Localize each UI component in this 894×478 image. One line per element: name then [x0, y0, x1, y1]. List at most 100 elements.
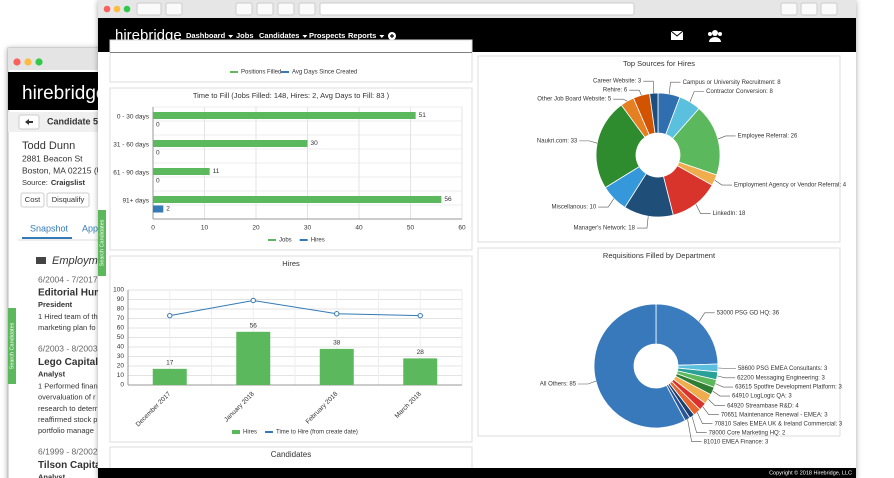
leader-line: [695, 204, 711, 214]
slice-label: LinkedIn: 18: [713, 211, 746, 217]
briefcase-icon: [36, 257, 46, 264]
data-label: 38: [333, 340, 341, 347]
people-icon: [718, 32, 722, 36]
job-detail: marketing plan fo: [38, 323, 96, 332]
leader-line: [698, 312, 715, 322]
data-label: 0: [156, 122, 160, 129]
address-bar[interactable]: [319, 2, 635, 16]
button-label: Disqualify: [52, 195, 85, 204]
leader-line: [714, 179, 732, 186]
job-title: Analyst: [38, 472, 66, 478]
nav-buttons[interactable]: [136, 2, 162, 16]
legend-label: Jobs: [279, 238, 292, 244]
extension[interactable]: [256, 2, 274, 16]
caret: [379, 35, 385, 38]
y-tick-label: 0 - 30 days: [117, 114, 150, 121]
zoom[interactable]: [123, 5, 131, 13]
nav-menu: Dashboard Jobs Candidates Prospects Reports: [186, 31, 396, 40]
nav-item[interactable]: Reports: [348, 31, 376, 40]
data-label: 56: [250, 323, 258, 330]
legend-label: Time to Hire (from create date): [276, 430, 358, 436]
job-detail: 1 Performed finan: [38, 381, 98, 390]
bar: [319, 348, 354, 385]
source-label: Source:: [22, 178, 48, 187]
charts: Time to Fill (Jobs Filled: 148, Hires: 2…: [109, 55, 847, 445]
y-tick-label: 60: [117, 325, 125, 332]
slice-label: Rehire: 6: [603, 88, 628, 94]
add-icon: [390, 34, 394, 38]
job-detail: reaffirmed stock p: [38, 415, 97, 424]
close[interactable]: [103, 5, 111, 13]
address-line: 2881 Beacon St: [22, 153, 83, 163]
extension[interactable]: [277, 2, 295, 16]
slice-label: 81010 EMEA Finance: 3: [704, 439, 769, 445]
y-tick-label: 20: [117, 363, 125, 370]
slice-label: Campus or University Recruitment: 8: [683, 80, 782, 86]
line-point: [250, 297, 256, 304]
slice-label: Naukri.com: 33: [537, 138, 578, 144]
slice-label: Career Website: 3: [593, 79, 642, 85]
slice-label: Manager's Network: 18: [573, 226, 635, 232]
candidate-name: Todd Dunn: [22, 140, 75, 152]
nav-item[interactable]: Jobs: [236, 31, 254, 40]
job-detail: portfolio manage: [38, 426, 94, 435]
y-tick-label: 80: [117, 306, 125, 313]
side-tab[interactable]: [8, 308, 16, 384]
panel-title: Hires: [282, 259, 300, 268]
navbar-edge: [110, 52, 472, 53]
front-window: hirebridge Dashboard Jobs Candidates Prospe…: [98, 0, 856, 478]
slice: [671, 107, 721, 176]
x-tick-label: 10: [201, 225, 209, 232]
slice-label: 58600 PSG EMEA Consultants: 3: [738, 366, 828, 372]
extension[interactable]: [298, 2, 316, 16]
close[interactable]: [13, 58, 21, 66]
people-icon[interactable]: [712, 30, 718, 36]
x-tick-label: 50: [407, 225, 415, 232]
leader-line: [687, 419, 702, 443]
tabs-button[interactable]: [820, 2, 838, 16]
slice: [593, 303, 686, 429]
minimize[interactable]: [24, 58, 32, 66]
leader-line: [636, 216, 649, 229]
y-tick-label: 70: [117, 315, 125, 322]
tab[interactable]: Snapshot: [30, 223, 69, 233]
candidate-id: Candidate 50 ·: [47, 116, 109, 126]
nav-item[interactable]: Prospects: [309, 31, 345, 40]
leader-line: [717, 135, 736, 140]
share[interactable]: [800, 2, 818, 16]
job-dates: 6/2003 - 8/2003: [38, 344, 98, 354]
minimize[interactable]: [113, 5, 121, 13]
y-tick-label: 50: [117, 334, 125, 341]
data-label: 56: [444, 196, 452, 203]
leader-line: [613, 98, 628, 102]
extension[interactable]: [235, 2, 253, 16]
section-title: Employm: [52, 255, 98, 267]
panel-title: Candidates: [271, 450, 311, 459]
button[interactable]: [46, 192, 90, 208]
slice-label: Other Job Board Website: 5: [537, 97, 612, 103]
button[interactable]: [20, 192, 45, 208]
legend-label: Avg Days Since Created: [292, 70, 357, 76]
x-tick-label: 40: [355, 225, 363, 232]
slice-label: 53000 PSG GD HQ: 36: [717, 310, 780, 316]
nav-item[interactable]: Candidates: [259, 31, 299, 40]
data-label: 2: [166, 206, 170, 213]
job-detail: overvaluation of r: [38, 393, 96, 402]
side-tab[interactable]: [98, 210, 106, 276]
tab[interactable]: Appl: [82, 223, 100, 233]
nav-item[interactable]: Dashboard: [186, 31, 226, 40]
footer-text: Copyright © 2018 Hirebridge, LLC: [769, 469, 852, 476]
sidebar-button[interactable]: [165, 2, 183, 16]
zoom[interactable]: [35, 58, 43, 66]
legend-label: Hires: [243, 430, 257, 436]
slice-label: 78000 Core Marketing HQ: 2: [709, 430, 786, 436]
x-tick-label: 0: [151, 225, 155, 232]
legend-label: Hires: [311, 238, 325, 244]
bar: [153, 168, 210, 175]
job-detail: research to deterr: [38, 404, 98, 413]
y-tick-label: 61 - 90 days: [113, 170, 150, 177]
y-tick-label: 0: [120, 382, 124, 389]
downloads[interactable]: [780, 2, 798, 16]
